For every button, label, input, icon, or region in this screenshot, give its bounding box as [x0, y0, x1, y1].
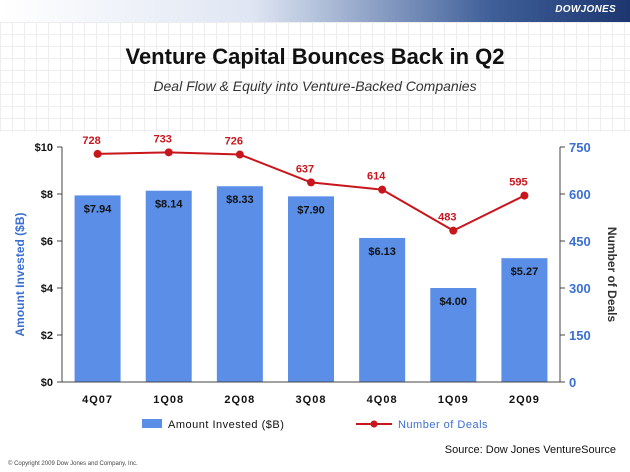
bar-2Q09: [501, 258, 548, 382]
deal-label-2Q09: 595: [509, 177, 527, 189]
deal-label-2Q08: 726: [225, 136, 243, 148]
x-tick-label: 2Q09: [509, 394, 540, 406]
right-tick-label: 600: [569, 187, 591, 202]
bar-label-4Q07: $7.94: [84, 203, 112, 215]
right-tick-label: 750: [569, 140, 591, 155]
x-tick-label: 1Q08: [153, 394, 184, 406]
top-banner: DOWJONES: [0, 0, 630, 22]
bar-label-2Q09: $5.27: [511, 266, 539, 278]
right-tick-label: 450: [569, 234, 591, 249]
chart-title: Venture Capital Bounces Back in Q2: [125, 44, 505, 69]
deal-point-1Q08: [164, 148, 173, 157]
bar-1Q08: [145, 190, 192, 382]
deal-label-4Q08: 614: [367, 171, 386, 183]
x-tick-label: 4Q08: [367, 394, 398, 406]
deal-label-4Q07: 728: [82, 135, 100, 147]
deal-point-4Q07: [93, 149, 102, 158]
bar-label-1Q08: $8.14: [155, 199, 183, 211]
legend-line-label: Number of Deals: [398, 419, 488, 431]
bar-label-1Q09: $4.00: [440, 296, 468, 308]
y2-axis-title: Number of Deals: [605, 227, 619, 323]
deal-point-1Q09: [449, 226, 458, 235]
header-grid-pattern: [0, 22, 630, 132]
deal-label-3Q08: 637: [296, 163, 314, 175]
x-tick-label: 1Q09: [438, 394, 469, 406]
legend-line-marker: [370, 420, 378, 428]
left-tick-label: $0: [41, 377, 53, 389]
left-tick-label: $10: [35, 142, 53, 154]
dow-jones-logo: DOWJONES: [555, 4, 616, 15]
bar-4Q07: [74, 195, 121, 382]
right-tick-label: 300: [569, 281, 591, 296]
legend-bar-label: Amount Invested ($B): [168, 419, 284, 431]
deal-label-1Q08: 733: [154, 133, 172, 145]
bar-3Q08: [288, 196, 334, 382]
bar-1Q09: [430, 288, 477, 382]
deal-point-2Q08: [235, 150, 244, 159]
copyright-note: © Copyright 2009 Dow Jones and Company, …: [8, 461, 138, 467]
left-tick-label: $6: [41, 236, 53, 248]
source-note: Source: Dow Jones VentureSource: [444, 444, 616, 456]
deal-point-4Q08: [378, 185, 387, 194]
deal-point-3Q08: [307, 178, 315, 187]
bar-label-4Q08: $6.13: [368, 246, 396, 258]
bar-label-2Q08: $8.33: [226, 194, 254, 206]
bar-2Q08: [216, 186, 263, 382]
left-tick-label: $4: [41, 283, 54, 295]
deal-point-2Q09: [520, 191, 529, 200]
left-tick-label: $2: [41, 330, 53, 342]
x-tick-label: 2Q08: [224, 394, 255, 406]
chart-subtitle: Deal Flow & Equity into Venture-Backed C…: [153, 78, 477, 94]
deal-label-1Q09: 483: [438, 212, 456, 224]
legend-bar-swatch: [142, 419, 162, 428]
right-tick-label: 150: [569, 328, 591, 343]
x-tick-label: 4Q07: [82, 394, 113, 406]
bar-label-3Q08: $7.90: [297, 204, 325, 216]
y-axis-title: Amount Invested ($B): [13, 212, 27, 336]
x-tick-label: 3Q08: [296, 394, 327, 406]
left-tick-label: $8: [41, 189, 53, 201]
bar-4Q08: [359, 237, 406, 382]
right-tick-label: 0: [569, 375, 576, 390]
